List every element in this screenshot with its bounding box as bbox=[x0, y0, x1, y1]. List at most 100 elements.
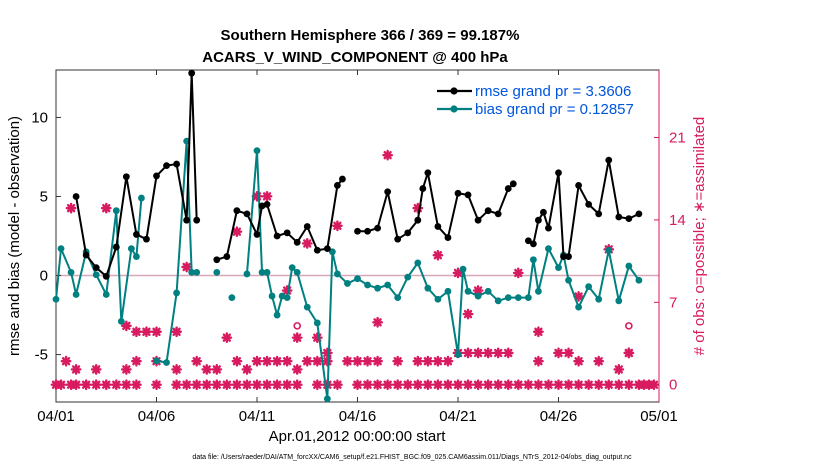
obs-assimilated-marker bbox=[241, 379, 253, 391]
obs-assimilated-stroke bbox=[574, 292, 583, 301]
y-axis-label: rmse and bias (model - observation) bbox=[6, 116, 23, 356]
bias-point bbox=[384, 281, 392, 289]
rmse-point bbox=[494, 210, 502, 218]
obs-assimilated-marker bbox=[191, 355, 203, 367]
obs-assimilated-marker bbox=[251, 355, 263, 367]
obs-assimilated-marker bbox=[553, 347, 564, 359]
data-file-footer: data file: /Users/raeder/DAI/ATM_forcXX/… bbox=[192, 454, 632, 461]
rmse-point bbox=[595, 210, 603, 218]
bias-point bbox=[494, 297, 502, 305]
obs-assimilated-marker bbox=[342, 355, 353, 367]
obs-assimilated-stroke bbox=[112, 380, 121, 389]
obs-assimilated-stroke bbox=[504, 348, 513, 358]
bias-point bbox=[173, 289, 181, 297]
obs-assimilated-stroke bbox=[433, 380, 443, 389]
bias-point bbox=[228, 294, 236, 302]
rmse-point bbox=[565, 253, 572, 260]
bias-point bbox=[117, 317, 125, 325]
obs-assimilated-stroke bbox=[222, 380, 232, 389]
obs-assimilated-stroke bbox=[473, 380, 483, 389]
obs-assimilated-stroke bbox=[71, 365, 81, 374]
obs-assimilated-stroke bbox=[282, 357, 292, 366]
y-tick-label: 10 bbox=[31, 109, 48, 126]
bias-point bbox=[545, 245, 552, 253]
rmse-point bbox=[444, 234, 452, 241]
x-axis-label: Apr.01,2012 00:00:00 start bbox=[269, 428, 447, 445]
obs-assimilated-marker bbox=[382, 379, 394, 391]
rmse-point bbox=[112, 243, 120, 251]
rmse-point bbox=[283, 229, 291, 237]
rmse-point bbox=[374, 224, 381, 232]
obs-assimilated-marker bbox=[151, 379, 162, 391]
bias-point bbox=[394, 294, 402, 302]
obs-assimilated-stroke bbox=[303, 357, 312, 366]
obs-assimilated-marker bbox=[543, 379, 554, 391]
obs-assimilated-marker bbox=[90, 364, 102, 375]
bias-point bbox=[188, 268, 196, 276]
obs-assimilated-marker bbox=[171, 326, 183, 338]
bias-point bbox=[535, 287, 542, 295]
obs-assimilated-stroke bbox=[333, 221, 342, 230]
obs-assimilated-marker bbox=[462, 308, 474, 320]
obs-assimilated-stroke bbox=[353, 357, 362, 366]
bias-point bbox=[283, 294, 291, 302]
obs-assimilated-stroke bbox=[473, 348, 483, 358]
obs-assimilated-stroke bbox=[373, 380, 382, 389]
obs-assimilated-marker bbox=[120, 364, 132, 375]
obs-assimilated-marker bbox=[332, 220, 343, 232]
obs-assimilated-marker bbox=[452, 379, 464, 391]
bias-point bbox=[585, 283, 593, 290]
bias-point bbox=[303, 303, 311, 311]
obs-assimilated-stroke bbox=[272, 357, 282, 366]
obs-assimilated-marker bbox=[412, 379, 424, 391]
rmse-point bbox=[615, 213, 623, 221]
obs-assimilated-stroke bbox=[56, 380, 66, 389]
obs-assimilated-stroke bbox=[574, 357, 583, 366]
rmse-point bbox=[529, 240, 537, 248]
obs-assimilated-stroke bbox=[172, 380, 181, 389]
obs-assimilated-stroke bbox=[242, 380, 252, 389]
obs-assimilated-stroke bbox=[303, 239, 312, 248]
obs-assimilated-stroke bbox=[92, 365, 101, 374]
obs-assimilated-marker bbox=[362, 355, 373, 367]
obs-assimilated-stroke bbox=[554, 380, 563, 389]
bias-point bbox=[615, 297, 623, 305]
obs-assimilated-marker bbox=[512, 379, 524, 391]
obs-assimilated-marker bbox=[533, 355, 544, 367]
obs-assimilated-marker bbox=[55, 379, 67, 391]
obs-assimilated-marker bbox=[392, 379, 404, 391]
obs-assimilated-stroke bbox=[413, 380, 422, 389]
obs-assimilated-marker bbox=[422, 355, 434, 367]
bias-point bbox=[52, 295, 60, 303]
obs-assimilated-stroke bbox=[132, 357, 141, 366]
obs-assimilated-marker bbox=[472, 285, 484, 296]
rmse-point bbox=[188, 69, 196, 77]
rmse-point bbox=[354, 227, 361, 235]
obs-assimilated-stroke bbox=[443, 380, 453, 389]
obs-assimilated-marker bbox=[372, 379, 383, 391]
bias-point bbox=[374, 284, 381, 292]
rmse-point bbox=[193, 216, 201, 224]
rmse-point bbox=[223, 253, 231, 260]
obs-possible-marker bbox=[293, 322, 302, 330]
obs-assimilated-marker bbox=[472, 347, 484, 359]
obs-assimilated-marker bbox=[251, 379, 263, 391]
obs-assimilated-marker bbox=[382, 149, 394, 161]
obs-assimilated-stroke bbox=[282, 380, 292, 389]
bias-point bbox=[404, 273, 412, 281]
rmse-point bbox=[545, 224, 552, 232]
obs-assimilated-marker bbox=[422, 379, 434, 391]
obs-assimilated-marker bbox=[372, 355, 383, 367]
obs-assimilated-marker bbox=[402, 379, 414, 391]
obs-assimilated-stroke bbox=[383, 150, 392, 160]
obs-assimilated-marker bbox=[563, 379, 574, 391]
obs-assimilated-marker bbox=[241, 364, 253, 375]
obs-assimilated-marker bbox=[533, 326, 544, 338]
obs-assimilated-stroke bbox=[524, 380, 533, 389]
bias-point bbox=[635, 276, 643, 284]
rmse-point bbox=[424, 169, 432, 177]
obs-assimilated-marker bbox=[130, 326, 142, 338]
obs-assimilated-marker bbox=[372, 316, 383, 328]
obs-assimilated-stroke bbox=[554, 348, 563, 358]
obs-assimilated-marker bbox=[231, 355, 243, 367]
